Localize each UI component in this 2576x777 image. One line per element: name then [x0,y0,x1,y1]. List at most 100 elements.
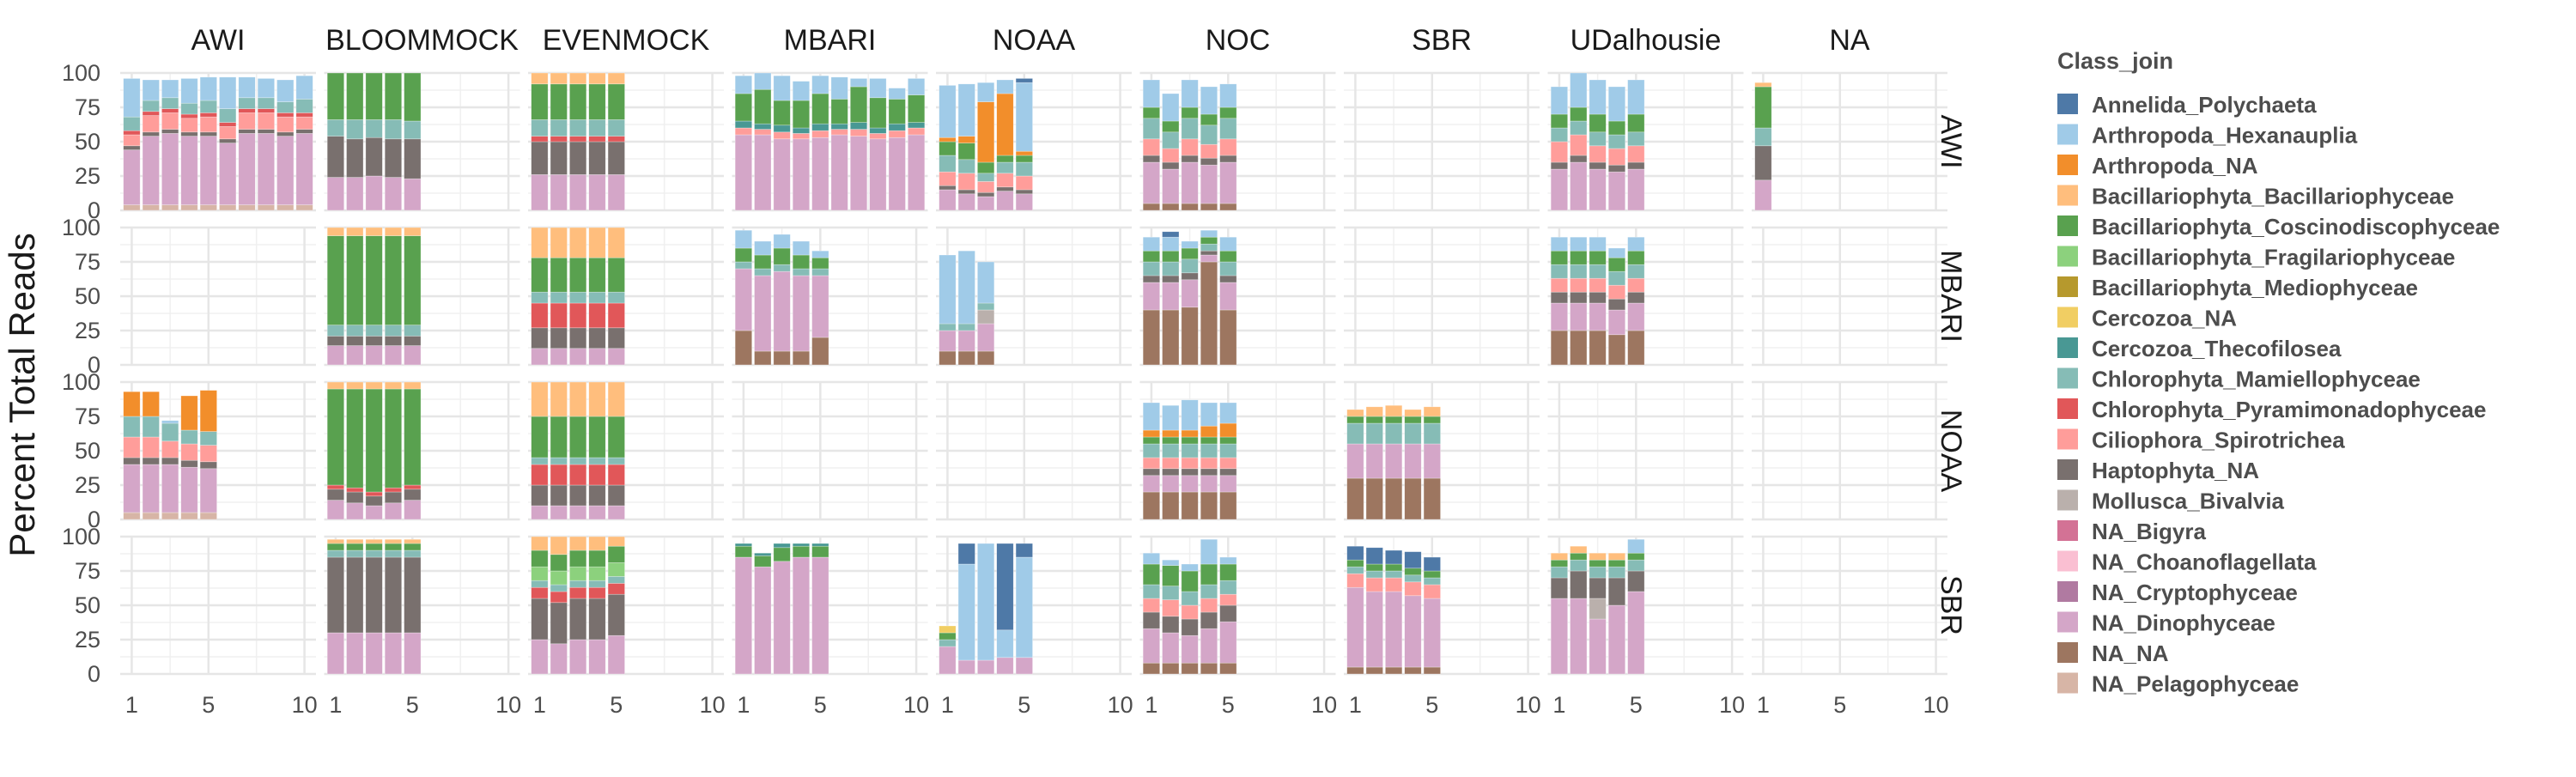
bar-segment-bacillariophyta-coscinodiscophyceae [1550,113,1568,129]
x-tick-label: 10 [1923,692,1949,718]
bar-segment-na-dinophyceae [199,468,217,513]
bar-segment-chlorophyta-mamiellophyceae [1365,422,1383,445]
bar-segment-cercozoa-thecofilosea [811,543,829,547]
bar-segment-bacillariophyta-coscinodiscophyceae [811,93,829,124]
bar-segment-cercozoa-thecofilosea [888,123,906,131]
bar-segment-ciliophora-spirotrichea [1200,143,1218,159]
bar-segment-na-na [1219,203,1237,211]
legend-key [2057,215,2078,236]
bar-segment-bacillariophyta-coscinodiscophyceae [569,257,587,293]
bar-segment-chlorophyta-pyramimonadophyceae [569,586,587,599]
bar-segment-bacillariophyta-coscinodiscophyceae [1200,563,1218,586]
bar-segment-haptophyta-na [1550,161,1568,170]
legend-item-na-na: NA_NA [2057,640,2169,666]
bar-segment-ciliophora-spirotrichea [849,129,868,137]
bar-segment-chlorophyta-mamiellophyceae [326,549,344,558]
legend-label: Bacillariophyta_Mediophyceae [2092,275,2418,300]
bar-segment-na-dinophyceae [1162,475,1180,493]
bar-segment-bacillariophyta-coscinodiscophyceae [588,549,606,568]
x-tick-label: 10 [495,692,521,718]
bar-segment-na-dinophyceae [1607,604,1626,675]
bar-segment-bacillariophyta-bacillariophyceae [384,227,403,236]
bar-segment-arthropoda-hexanauplia [1219,83,1237,108]
bar-segment-haptophyta-na [295,129,313,134]
bar-segment-haptophyta-na [365,137,383,177]
bar-segment-bacillariophyta-coscinodiscophyceae [384,388,403,489]
bar-segment-arthropoda-hexanauplia [257,78,275,99]
bar-segment-bacillariophyta-coscinodiscophyceae [346,72,364,120]
legend-label: NA_Bigyra [2092,519,2206,544]
bar-segment-arthropoda-hexanauplia [1200,229,1218,238]
legend-label: Ciliophora_Spirotrichea [2092,428,2345,453]
bar-segment-haptophyta-na [326,136,344,178]
bar-segment-haptophyta-na [1219,468,1237,477]
column-strip-label: MBARI [784,24,877,57]
bar-segment-na-dinophyceae [977,323,995,352]
bar-segment-chlorophyta-pyramimonadophyceae [219,122,237,127]
bar-segment-bacillariophyta-coscinodiscophyceae [384,235,403,325]
bar-segment-haptophyta-na [1181,272,1199,281]
x-tick-label: 10 [1311,692,1337,718]
bar-segment-na-dinophyceae [180,136,198,205]
bar-segment-chlorophyta-mamiellophyceae [996,161,1014,174]
bar-segment-chlorophyta-mamiellophyceae [326,119,344,137]
bar-segment-ciliophora-spirotrichea [142,115,160,133]
y-tick-label: 25 [75,163,100,189]
bar-segment-bacillariophyta-bacillariophyceae [550,381,568,417]
bar-segment-chlorophyta-mamiellophyceae [1404,422,1422,445]
bar-segment-na-dinophyceae [939,646,957,675]
bar-segment-chlorophyta-mamiellophyceae [142,416,160,438]
bar-segment-na-dinophyceae [939,330,957,352]
bar-segment-bacillariophyta-bacillariophyceae [384,381,403,390]
bar-segment-arthropoda-na [1142,429,1160,438]
x-tick-label: 5 [814,692,827,718]
bar-segment-chlorophyta-pyramimonadophyceae [588,136,606,143]
bar-segment-na-pelagophyceae [142,512,160,520]
bar-segment-bacillariophyta-bacillariophyceae [607,536,625,547]
panel-sbr-sbr [1346,545,1441,675]
bar-segment-haptophyta-na [1589,291,1607,304]
bar-segment-chlorophyta-mamiellophyceae [1142,261,1160,276]
bar-segment-haptophyta-na [384,336,403,346]
bar-segment-bacillariophyta-coscinodiscophyceae [1607,257,1626,272]
bar-segment-chlorophyta-mamiellophyceae [219,108,237,123]
bar-segment-bacillariophyta-coscinodiscophyceae [365,72,383,120]
bar-segment-haptophyta-na [1607,298,1626,311]
bar-segment-bacillariophyta-coscinodiscophyceae [569,416,587,458]
legend-key [2057,276,2078,297]
bar-segment-na-dinophyceae [161,133,179,205]
bar-segment-bacillariophyta-coscinodiscophyceae [1142,250,1160,263]
bar-segment-na-na [1550,330,1568,366]
bar-segment-na-dinophyceae [569,639,587,675]
panel-sbr-noaa [939,543,1033,675]
bar-segment-bacillariophyta-bacillariophyceae [588,72,606,85]
bar-segment-bacillariophyta-coscinodiscophyceae [569,83,587,120]
bar-segment-bacillariophyta-coscinodiscophyceae [384,72,403,120]
panel-noaa-evenmock [531,381,625,520]
bar-segment-bacillariophyta-coscinodiscophyceae [531,416,549,458]
bar-segment-na-dinophyceae [811,556,829,675]
bar-segment-chlorophyta-pyramimonadophyceae [569,464,587,486]
bar-segment-na-na [1404,477,1422,520]
bar-segment-arthropoda-hexanauplia [1142,79,1160,108]
bar-segment-bacillariophyta-coscinodiscophyceae [326,235,344,325]
bar-segment-arthropoda-hexanauplia [869,78,887,99]
legend-item-mollusca-bivalvia: Mollusca_Bivalvia [2057,489,2285,514]
bar-segment-haptophyta-na [326,489,344,501]
bar-segment-haptophyta-na [588,141,606,175]
bar-segment-chlorophyta-mamiellophyceae [1754,127,1772,147]
legend-key [2057,581,2078,602]
bar-segment-na-dinophyceae [219,143,237,205]
bar-segment-na-na [1423,666,1441,675]
bar-segment-chlorophyta-mamiellophyceae [977,302,995,311]
bar-segment-bacillariophyta-coscinodiscophyceae [531,83,549,120]
bar-segment-bacillariophyta-coscinodiscophyceae [531,257,549,293]
bar-segment-chlorophyta-mamiellophyceae [1607,270,1626,286]
bar-segment-bacillariophyta-bacillariophyceae [531,536,549,551]
bar-segment-haptophyta-na [142,131,160,137]
bar-segment-na-dinophyceae [996,191,1014,211]
bar-segment-na-na [1346,666,1364,675]
bar-segment-chlorophyta-mamiellophyceae [1219,443,1237,458]
y-tick-label: 75 [75,94,100,120]
bar-segment-arthropoda-hexanauplia [773,75,791,101]
